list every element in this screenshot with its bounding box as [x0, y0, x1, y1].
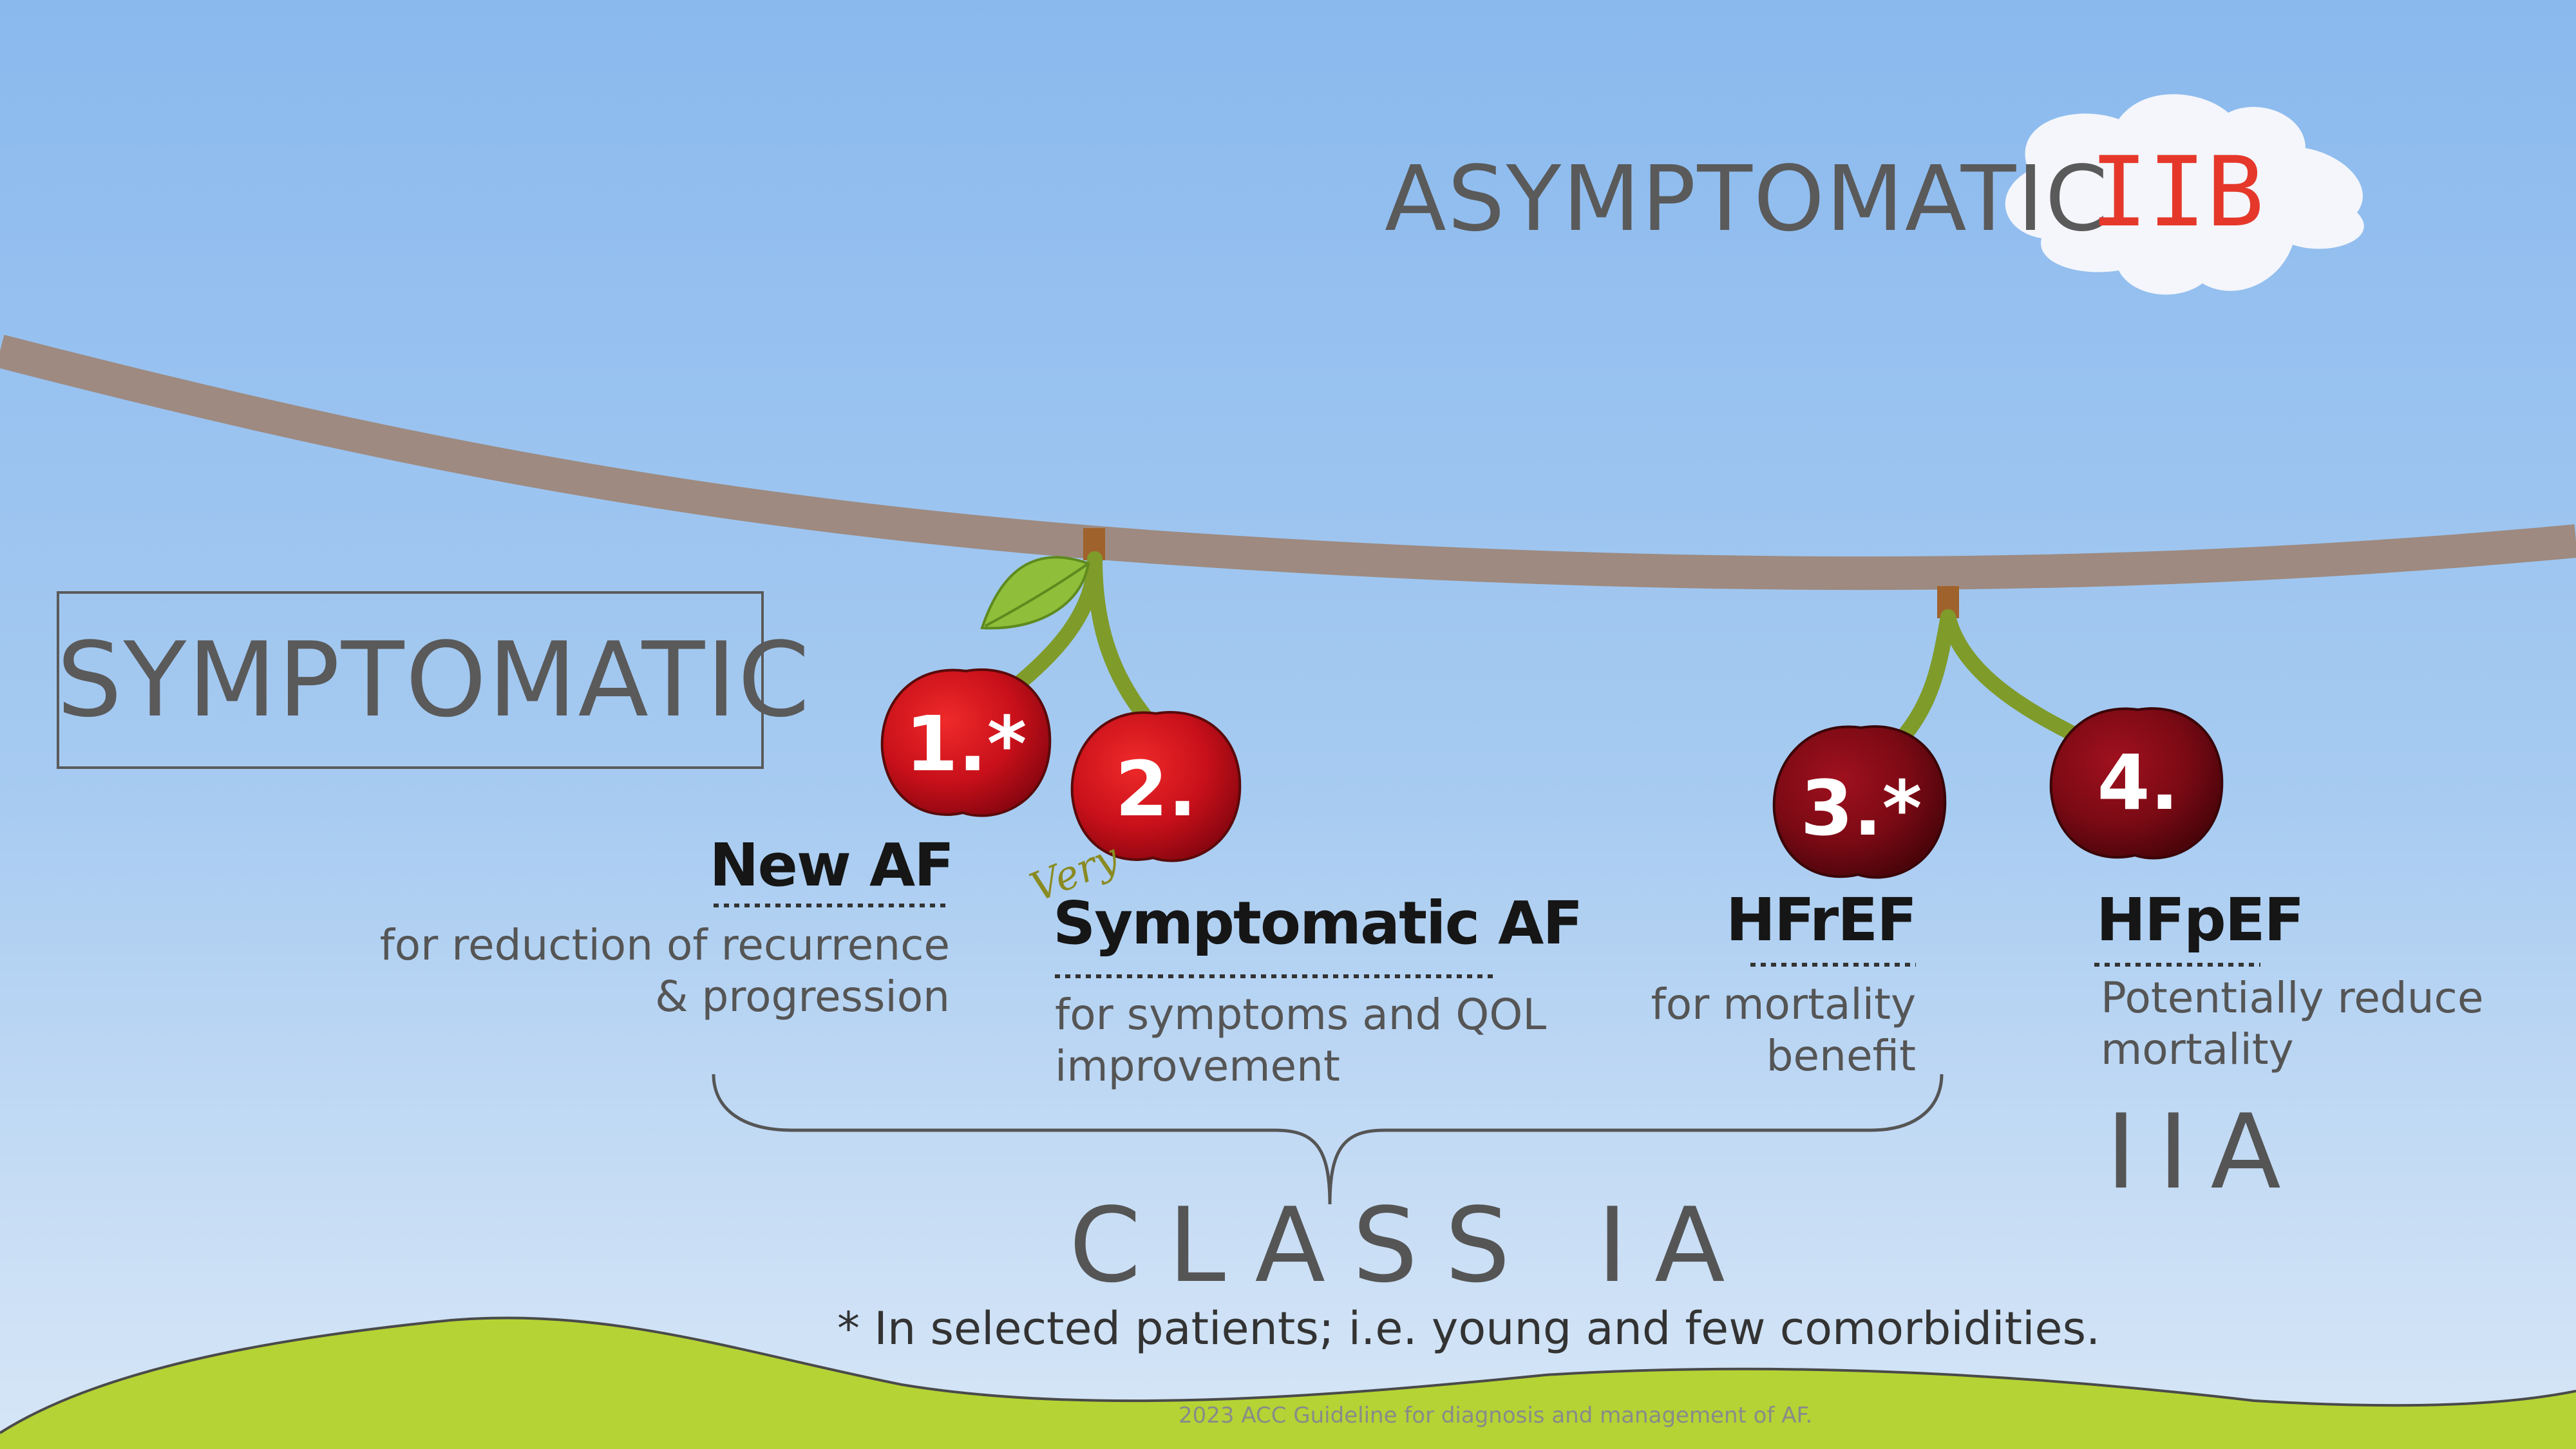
- symptomatic-box: [57, 591, 764, 769]
- cherry-2-description-line-2: improvement: [1055, 1041, 1340, 1091]
- cherry-1-description-line-1: for reduction of recurrence: [379, 920, 950, 970]
- cherry-2-number: 2.: [1115, 744, 1197, 833]
- cherry-4-title: HFpEF: [2096, 886, 2304, 954]
- cherry-3-title: HFrEF: [1725, 886, 1917, 954]
- ground-hill: [0, 1318, 2576, 1449]
- cherry-3-description-line-1: for mortality: [1651, 980, 1916, 1029]
- stem-2: [1087, 551, 1154, 726]
- cherry-3-description-line-2: benefit: [1766, 1031, 1916, 1081]
- class-ia-label: CLASS IA: [1069, 1185, 1752, 1305]
- cherry-1: [880, 668, 1052, 817]
- cherry-4-description-line-1: Potentially reduce: [2101, 973, 2484, 1023]
- cherry-1-number: 1.*: [905, 699, 1027, 788]
- symptomatic-label: SYMPTOMATIC: [57, 620, 811, 740]
- leaf-icon: [980, 556, 1090, 630]
- source-citation: 2023 ACC Guideline for diagnosis and man…: [1179, 1403, 1813, 1428]
- cherry-3: [1772, 725, 1947, 879]
- asymptomatic-label: ASYMPTOMATIC: [1385, 147, 2110, 252]
- footnote: * In selected patients; i.e. young and f…: [837, 1302, 2101, 1355]
- cherry-3-number: 3.*: [1800, 764, 1922, 853]
- cloud-shape: [2005, 94, 2364, 295]
- cherry-4: [2049, 707, 2224, 860]
- cherry-4-number: 4.: [2097, 738, 2179, 827]
- cherry-2: [1070, 711, 1242, 862]
- asymptomatic-class-label: IIB: [2090, 137, 2264, 249]
- cherry-2-title: Symptomatic AF: [1053, 889, 1583, 958]
- class-ia-brace: [712, 1074, 1944, 1205]
- cherry-4-description-line-2: mortality: [2101, 1025, 2294, 1074]
- cherry-1-title: New AF: [709, 831, 954, 900]
- branch: [0, 334, 2576, 591]
- class-iia-label: IIA: [2106, 1092, 2303, 1212]
- cherry-1-description-line-2: & progression: [655, 972, 950, 1021]
- cherry-2-description-line-1: for symptoms and QOL: [1055, 990, 1547, 1039]
